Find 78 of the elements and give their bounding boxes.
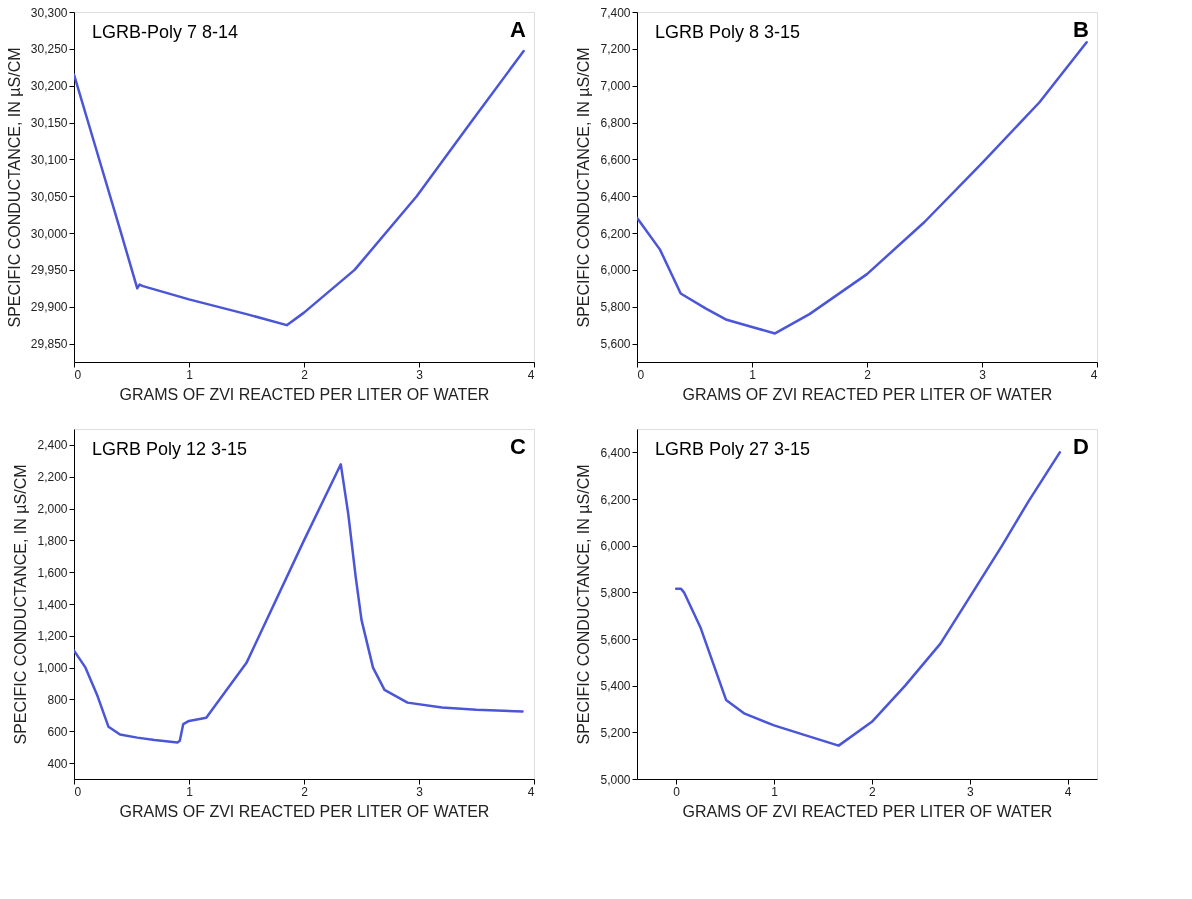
y-tick-label: 7,400 bbox=[600, 5, 631, 20]
y-tick-label: 1,600 bbox=[37, 565, 68, 580]
annotation: C bbox=[510, 434, 527, 459]
x-axis-title: GRAMS OF ZVI REACTED PER LITER OF WATER bbox=[682, 802, 1053, 820]
y-tick-label: 5,800 bbox=[600, 585, 631, 600]
y-tick-label: 2,400 bbox=[37, 438, 68, 453]
y-axis-title: SPECIFIC CONDUCTANCE, IN µS/CM bbox=[575, 464, 593, 745]
y-tick-label: 6,400 bbox=[600, 189, 631, 204]
y-tick-label: 5,400 bbox=[600, 679, 631, 694]
x-tick-label: 4 bbox=[1064, 784, 1072, 799]
y-tick-label: 6,000 bbox=[600, 263, 631, 278]
y-tick-label: 1,400 bbox=[37, 597, 68, 612]
text: LGRB Poly 8 3-15 bbox=[655, 22, 801, 42]
x-axis-title: GRAMS OF ZVI REACTED PER LITER OF WATER bbox=[682, 385, 1053, 403]
annotation: B bbox=[1073, 17, 1089, 42]
x-tick-label: 1 bbox=[771, 784, 779, 799]
line-series bbox=[74, 49, 525, 327]
y-tick-label: 800 bbox=[47, 692, 68, 707]
y-tick-label: 30,050 bbox=[30, 189, 68, 204]
line-series bbox=[74, 463, 524, 744]
y-tick-label: 30,250 bbox=[30, 42, 68, 57]
x-tick-label: 1 bbox=[749, 367, 757, 382]
x-tick-label: 2 bbox=[864, 367, 872, 382]
y-tick-label: 5,600 bbox=[600, 337, 631, 352]
y-axis-title: SPECIFIC CONDUCTANCE, IN µS/CM bbox=[5, 47, 23, 328]
y-tick-label: 1,000 bbox=[37, 661, 68, 676]
y-tick-label: 7,000 bbox=[600, 79, 631, 94]
x-tick-label: 4 bbox=[527, 784, 535, 799]
y-tick-label: 5,000 bbox=[600, 772, 631, 787]
y-tick-label: 6,600 bbox=[600, 152, 631, 167]
y-tick-label: 30,000 bbox=[30, 226, 68, 241]
y-tick-label: 6,200 bbox=[600, 492, 631, 507]
x-tick-label: 4 bbox=[1090, 367, 1098, 382]
x-tick-label: 4 bbox=[527, 367, 535, 382]
y-tick-label: 30,100 bbox=[30, 152, 68, 167]
y-tick-label: 5,800 bbox=[600, 300, 631, 315]
x-axis-title: GRAMS OF ZVI REACTED PER LITER OF WATER bbox=[119, 802, 490, 820]
text: LGRB Poly 12 3-15 bbox=[92, 439, 248, 459]
y-tick-label: 30,200 bbox=[30, 79, 68, 94]
y-tick-label: 29,900 bbox=[30, 300, 68, 315]
y-tick-label: 6,400 bbox=[600, 445, 631, 460]
y-tick-label: 7,200 bbox=[600, 42, 631, 57]
text: LGRB Poly 27 3-15 bbox=[655, 439, 811, 459]
x-tick-label: 3 bbox=[416, 367, 424, 382]
y-tick-label: 1,200 bbox=[37, 629, 68, 644]
x-tick-label: 2 bbox=[301, 784, 309, 799]
y-tick-label: 6,800 bbox=[600, 116, 631, 131]
y-axis-title: SPECIFIC CONDUCTANCE, IN µS/CM bbox=[12, 464, 30, 745]
annotation: D bbox=[1073, 434, 1089, 459]
text: LGRB-Poly 7 8-14 bbox=[92, 22, 239, 42]
x-tick-label: 0 bbox=[74, 367, 82, 382]
y-tick-label: 1,800 bbox=[37, 533, 68, 548]
y-tick-label: 600 bbox=[47, 724, 68, 739]
x-tick-label: 3 bbox=[966, 784, 974, 799]
y-tick-label: 6,000 bbox=[600, 539, 631, 554]
x-axis-title: GRAMS OF ZVI REACTED PER LITER OF WATER bbox=[119, 385, 490, 403]
x-tick-label: 0 bbox=[74, 784, 82, 799]
y-tick-label: 6,200 bbox=[600, 226, 631, 241]
y-tick-label: 2,000 bbox=[37, 502, 68, 517]
x-tick-label: 1 bbox=[186, 367, 194, 382]
y-tick-label: 30,300 bbox=[30, 5, 68, 20]
y-tick-label: 30,150 bbox=[30, 116, 68, 131]
x-tick-label: 2 bbox=[301, 367, 309, 382]
x-tick-label: 1 bbox=[186, 784, 194, 799]
y-axis-title: SPECIFIC CONDUCTANCE, IN µS/CM bbox=[575, 47, 593, 328]
y-tick-label: 5,200 bbox=[600, 725, 631, 740]
y-tick-label: 5,600 bbox=[600, 632, 631, 647]
y-tick-label: 29,950 bbox=[30, 263, 68, 278]
y-tick-label: 400 bbox=[47, 756, 68, 771]
x-tick-label: 0 bbox=[637, 367, 645, 382]
x-tick-label: 0 bbox=[673, 784, 681, 799]
y-tick-label: 2,200 bbox=[37, 470, 68, 485]
annotation: A bbox=[510, 17, 527, 42]
x-tick-label: 2 bbox=[869, 784, 877, 799]
y-tick-label: 29,850 bbox=[30, 337, 68, 352]
x-tick-label: 3 bbox=[979, 367, 987, 382]
x-tick-label: 3 bbox=[416, 784, 424, 799]
line-series bbox=[637, 40, 1088, 335]
